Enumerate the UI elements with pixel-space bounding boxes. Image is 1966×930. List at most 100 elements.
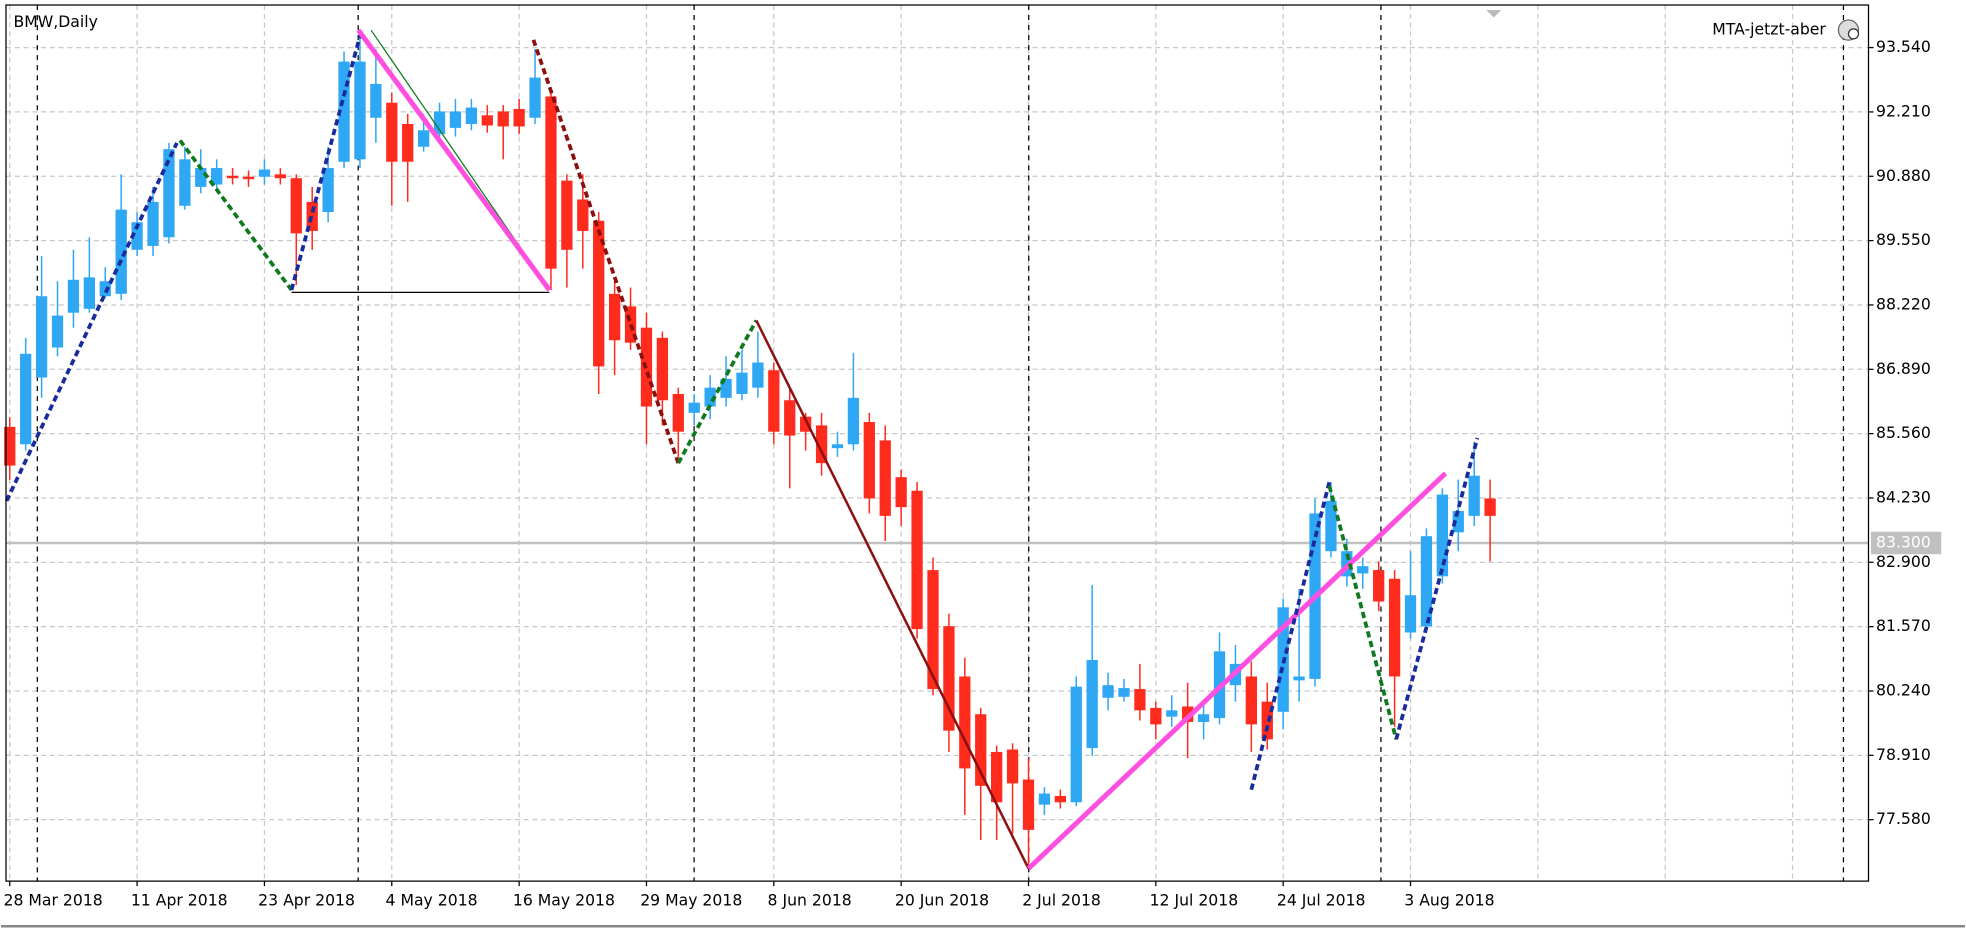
overlay-line [1327, 485, 1399, 740]
overlay-line [676, 319, 758, 465]
candle-body [449, 111, 462, 128]
candle-body [465, 107, 478, 125]
overlay-line [289, 29, 364, 291]
candle-body [1070, 686, 1082, 803]
x-tick-label: 23 Apr 2018 [258, 891, 355, 910]
plot-frame [5, 4, 1870, 882]
candle-body [831, 444, 844, 449]
candle-body [1150, 707, 1162, 725]
y-tick-label: 78.910 [1876, 745, 1931, 764]
x-tick-label: 3 Aug 2018 [1404, 891, 1494, 910]
y-tick-label: 84.230 [1876, 487, 1931, 506]
y-tick-label: 81.570 [1876, 616, 1931, 635]
y-tick-label: 89.550 [1876, 230, 1931, 249]
x-tick-label: 24 Jul 2018 [1277, 891, 1366, 910]
candle-body [1038, 793, 1051, 805]
candle-body [768, 370, 780, 432]
x-tick-label: 11 Apr 2018 [131, 891, 228, 910]
candle-body [879, 440, 891, 516]
candle-body [815, 425, 828, 464]
candle-body [163, 149, 175, 238]
x-tick-label: 4 May 2018 [386, 891, 478, 910]
candle-body [975, 714, 987, 786]
candle-body [911, 490, 923, 630]
indicator-icon [1837, 19, 1860, 41]
candle-body [417, 130, 430, 147]
overlay-line [178, 139, 294, 292]
candle-body [1357, 566, 1369, 574]
y-tick-label: 93.540 [1876, 37, 1931, 56]
candle-body [51, 315, 64, 348]
candle-body [242, 176, 255, 180]
candle-body [784, 400, 796, 436]
overlay-line [356, 28, 552, 292]
grid-layer [5, 5, 1869, 882]
candle-body [1404, 595, 1417, 633]
candle-body [497, 111, 509, 127]
candle-body [863, 422, 875, 499]
candle-body [402, 124, 414, 162]
candle-body [1197, 714, 1210, 722]
x-tick-label: 29 May 2018 [640, 891, 742, 910]
candle-body [577, 199, 589, 231]
overlay-line [1249, 481, 1332, 791]
candle-body [1325, 500, 1337, 552]
candle-body [179, 159, 191, 206]
candle-body [226, 175, 239, 179]
y-tick-label: 86.890 [1876, 359, 1931, 378]
candle-body [83, 277, 95, 309]
candle-body [1054, 795, 1066, 803]
candle-body [720, 378, 732, 398]
candle-body [1420, 536, 1433, 627]
candle-body [545, 96, 557, 269]
y-tick-label: 82.900 [1876, 552, 1931, 571]
candle-body [991, 751, 1003, 803]
indicator-name: MTA-jetzt-aber [1712, 20, 1826, 39]
candle-body [1293, 676, 1305, 681]
candle-body [1134, 689, 1146, 711]
candle-body [354, 61, 366, 160]
candle-body [147, 201, 159, 246]
candle-body [752, 362, 764, 388]
y-tick-label: 92.210 [1876, 101, 1931, 120]
mark-layer [4, 28, 1496, 871]
candle-body [688, 402, 700, 413]
candle-body [529, 77, 541, 118]
candle-body [927, 570, 939, 690]
candle-body [1102, 685, 1114, 698]
y-tick-label: 85.560 [1876, 423, 1931, 442]
candle-body [1245, 676, 1257, 725]
candle-body [195, 168, 207, 187]
y-tick-label: 77.580 [1876, 809, 1931, 828]
x-tick-label: 12 Jul 2018 [1150, 891, 1239, 910]
candle-body [1086, 660, 1098, 749]
candle-body [1166, 710, 1178, 717]
candle-body [656, 337, 669, 401]
bid-label: 83.300 [1876, 532, 1931, 551]
candle-body [943, 626, 955, 731]
candle-body [624, 306, 637, 343]
candle-body [561, 180, 573, 250]
scroll-marker [1486, 10, 1502, 18]
candle-body [433, 111, 446, 135]
candle-body [131, 222, 143, 250]
candle-body [370, 83, 382, 118]
candle-body [959, 676, 971, 769]
icon-dot [1847, 28, 1860, 40]
candle-body [895, 477, 907, 508]
overlay-line [4, 142, 179, 502]
overlay-line [1394, 437, 1480, 740]
candle-body [274, 174, 287, 179]
chart-title: BMW,Daily [14, 12, 98, 31]
candle-body [4, 426, 16, 466]
x-tick-label: 20 Jun 2018 [895, 891, 989, 910]
candle-body [593, 220, 605, 367]
candle-body [20, 353, 32, 445]
candle-body [1388, 578, 1401, 677]
candle-body [608, 293, 621, 341]
x-tick-label: 8 Jun 2018 [768, 891, 852, 910]
candle-body [513, 109, 525, 127]
overlay-line [531, 39, 681, 464]
